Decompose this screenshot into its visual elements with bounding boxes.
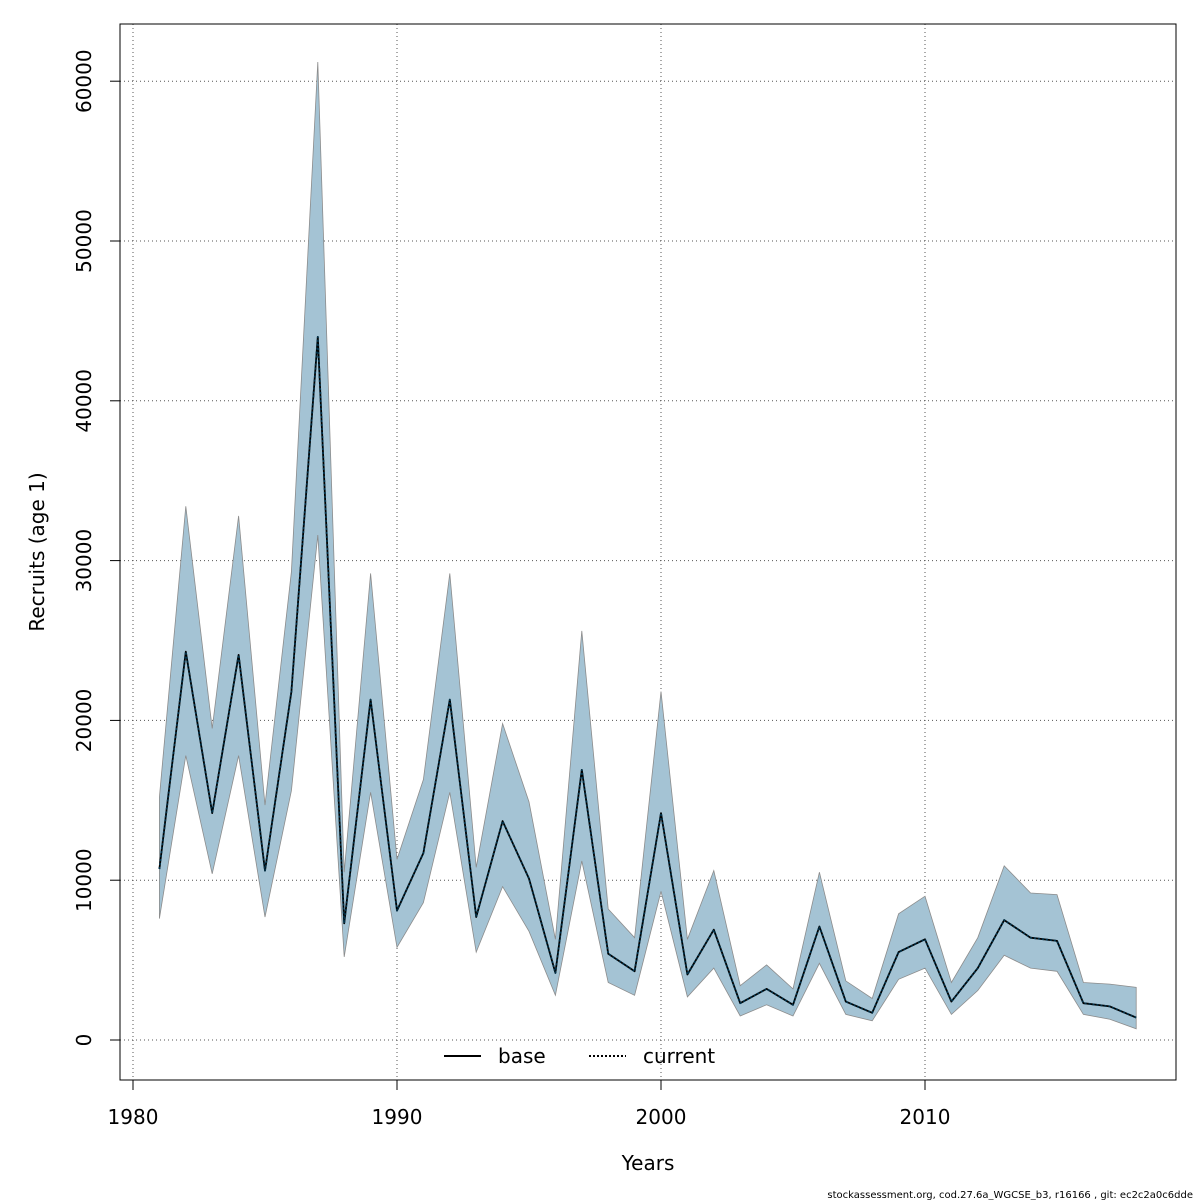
y-axis: 0 10000 20000 30000 40000 50000 60000 [72, 49, 121, 1047]
x-tick-label: 1990 [372, 1105, 423, 1129]
y-tick-label: 20000 [72, 689, 96, 753]
confidence-band [158, 61, 1137, 1030]
legend-base-label: base [498, 1044, 546, 1068]
series-layer [158, 335, 1137, 1019]
y-tick-label: 30000 [72, 529, 96, 593]
confidence-band-layer [158, 61, 1137, 1030]
x-tick-label: 2000 [636, 1105, 687, 1129]
legend: base current [444, 1044, 715, 1068]
legend-current-label: current [643, 1044, 715, 1068]
footnote: stockassessment.org, cod.27.6a_WGCSE_b3,… [827, 1190, 1193, 1200]
y-axis-title: Recruits (age 1) [25, 472, 49, 631]
y-tick-label: 40000 [72, 369, 96, 433]
x-tick-label: 2010 [900, 1105, 951, 1129]
series-line-base [158, 335, 1137, 1019]
x-axis: 1980 1990 2000 2010 [108, 1079, 951, 1129]
x-tick-label: 1980 [108, 1105, 159, 1129]
x-axis-title: Years [621, 1151, 675, 1175]
y-tick-label: 10000 [72, 848, 96, 912]
y-tick-label: 0 [72, 1034, 96, 1047]
y-tick-label: 50000 [72, 209, 96, 273]
y-tick-label: 60000 [72, 49, 96, 113]
